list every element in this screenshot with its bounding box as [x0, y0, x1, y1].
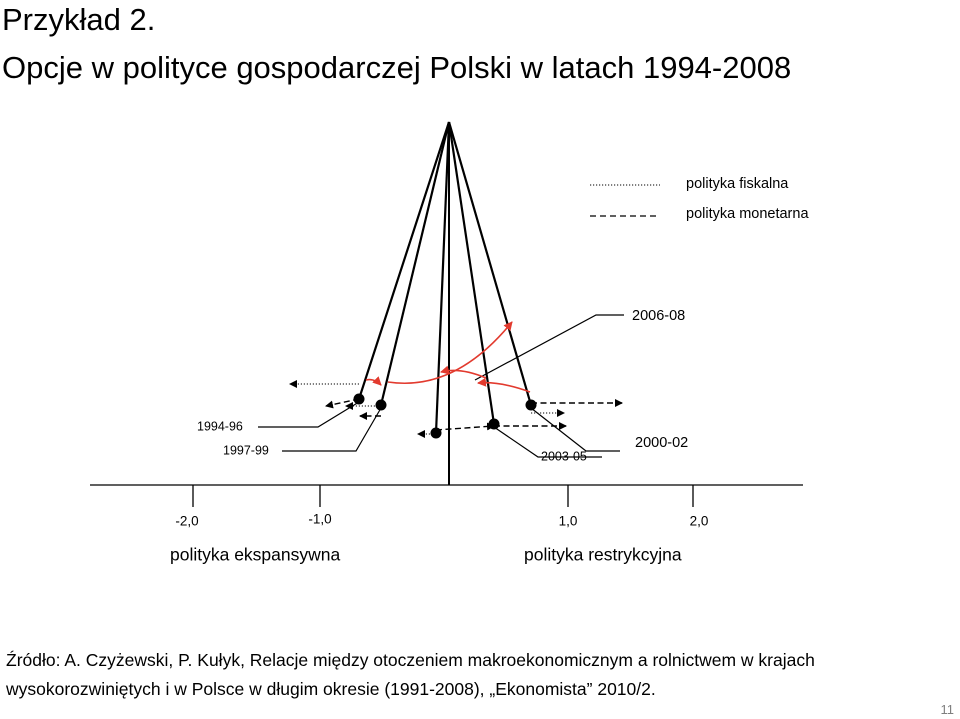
point-1994-96 — [353, 393, 365, 405]
leader-1994-96 — [258, 401, 360, 428]
transition-arrow-1994-to-1997 — [365, 376, 382, 386]
source-citation-line-1: Źródło: A. Czyżewski, P. Kułyk, Relacje … — [6, 650, 815, 670]
legend-fiscal-label: polityka fiskalna — [686, 176, 789, 192]
pendulum-line-1997-99 — [379, 121, 451, 406]
slide-number: 11 — [940, 702, 955, 717]
transition-arrow-2003-to-2006 — [440, 365, 487, 379]
tick-label-m1: -1,0 — [308, 512, 331, 527]
point-2006-08 — [430, 427, 442, 439]
period-label-2000-02: 2000-02 — [635, 435, 688, 451]
point-1997-99 — [375, 399, 387, 411]
leader-1997-99 — [282, 407, 382, 452]
period-label-2006-08: 2006-08 — [632, 308, 685, 324]
tick-label-p2: 2,0 — [690, 514, 709, 529]
monetary-policy-arrows — [325, 398, 623, 431]
point-2003-05 — [488, 418, 500, 430]
period-label-2003-05: 2003-05 — [541, 449, 587, 463]
slide-title-line-1: Przykład 2. — [2, 2, 156, 37]
pendulum-lines — [357, 121, 533, 434]
transition-arrow-2000-to-2003 — [477, 377, 531, 393]
transition-arrows — [365, 321, 531, 393]
leader-2000-02 — [530, 407, 620, 452]
leader-2006-08 — [474, 314, 624, 381]
leader-2003-05 — [493, 426, 602, 458]
expansionary-policy-label: polityka ekspansywna — [170, 545, 340, 565]
period-points — [353, 393, 537, 439]
pendulum-line-2006-08 — [434, 121, 451, 434]
transition-arrow-1997-to-2000 — [387, 321, 513, 384]
legend-monetary-label: polityka monetarna — [686, 206, 809, 222]
period-label-1997-99: 1997-99 — [223, 443, 269, 457]
tick-label-p1: 1,0 — [559, 514, 578, 529]
leader-lines — [258, 314, 624, 458]
restrictive-policy-label: polityka restrykcyjna — [524, 545, 682, 565]
slide-title-line-2: Opcje w polityce gospodarczej Polski w l… — [2, 50, 792, 85]
point-2000-02 — [525, 399, 537, 411]
monetary-arrow-1994-96 — [325, 398, 360, 409]
source-citation-line-2: wysokorozwiniętych i w Polsce w długim o… — [6, 679, 656, 699]
pendulum-line-2000-02 — [447, 121, 533, 406]
tick-label-m2: -2,0 — [175, 514, 198, 529]
monetary-arrow-2006-08 — [435, 422, 495, 431]
period-label-1994-96: 1994-96 — [197, 419, 243, 433]
pendulum-line-2003-05 — [447, 121, 496, 425]
pendulum-line-1994-96 — [357, 121, 451, 400]
